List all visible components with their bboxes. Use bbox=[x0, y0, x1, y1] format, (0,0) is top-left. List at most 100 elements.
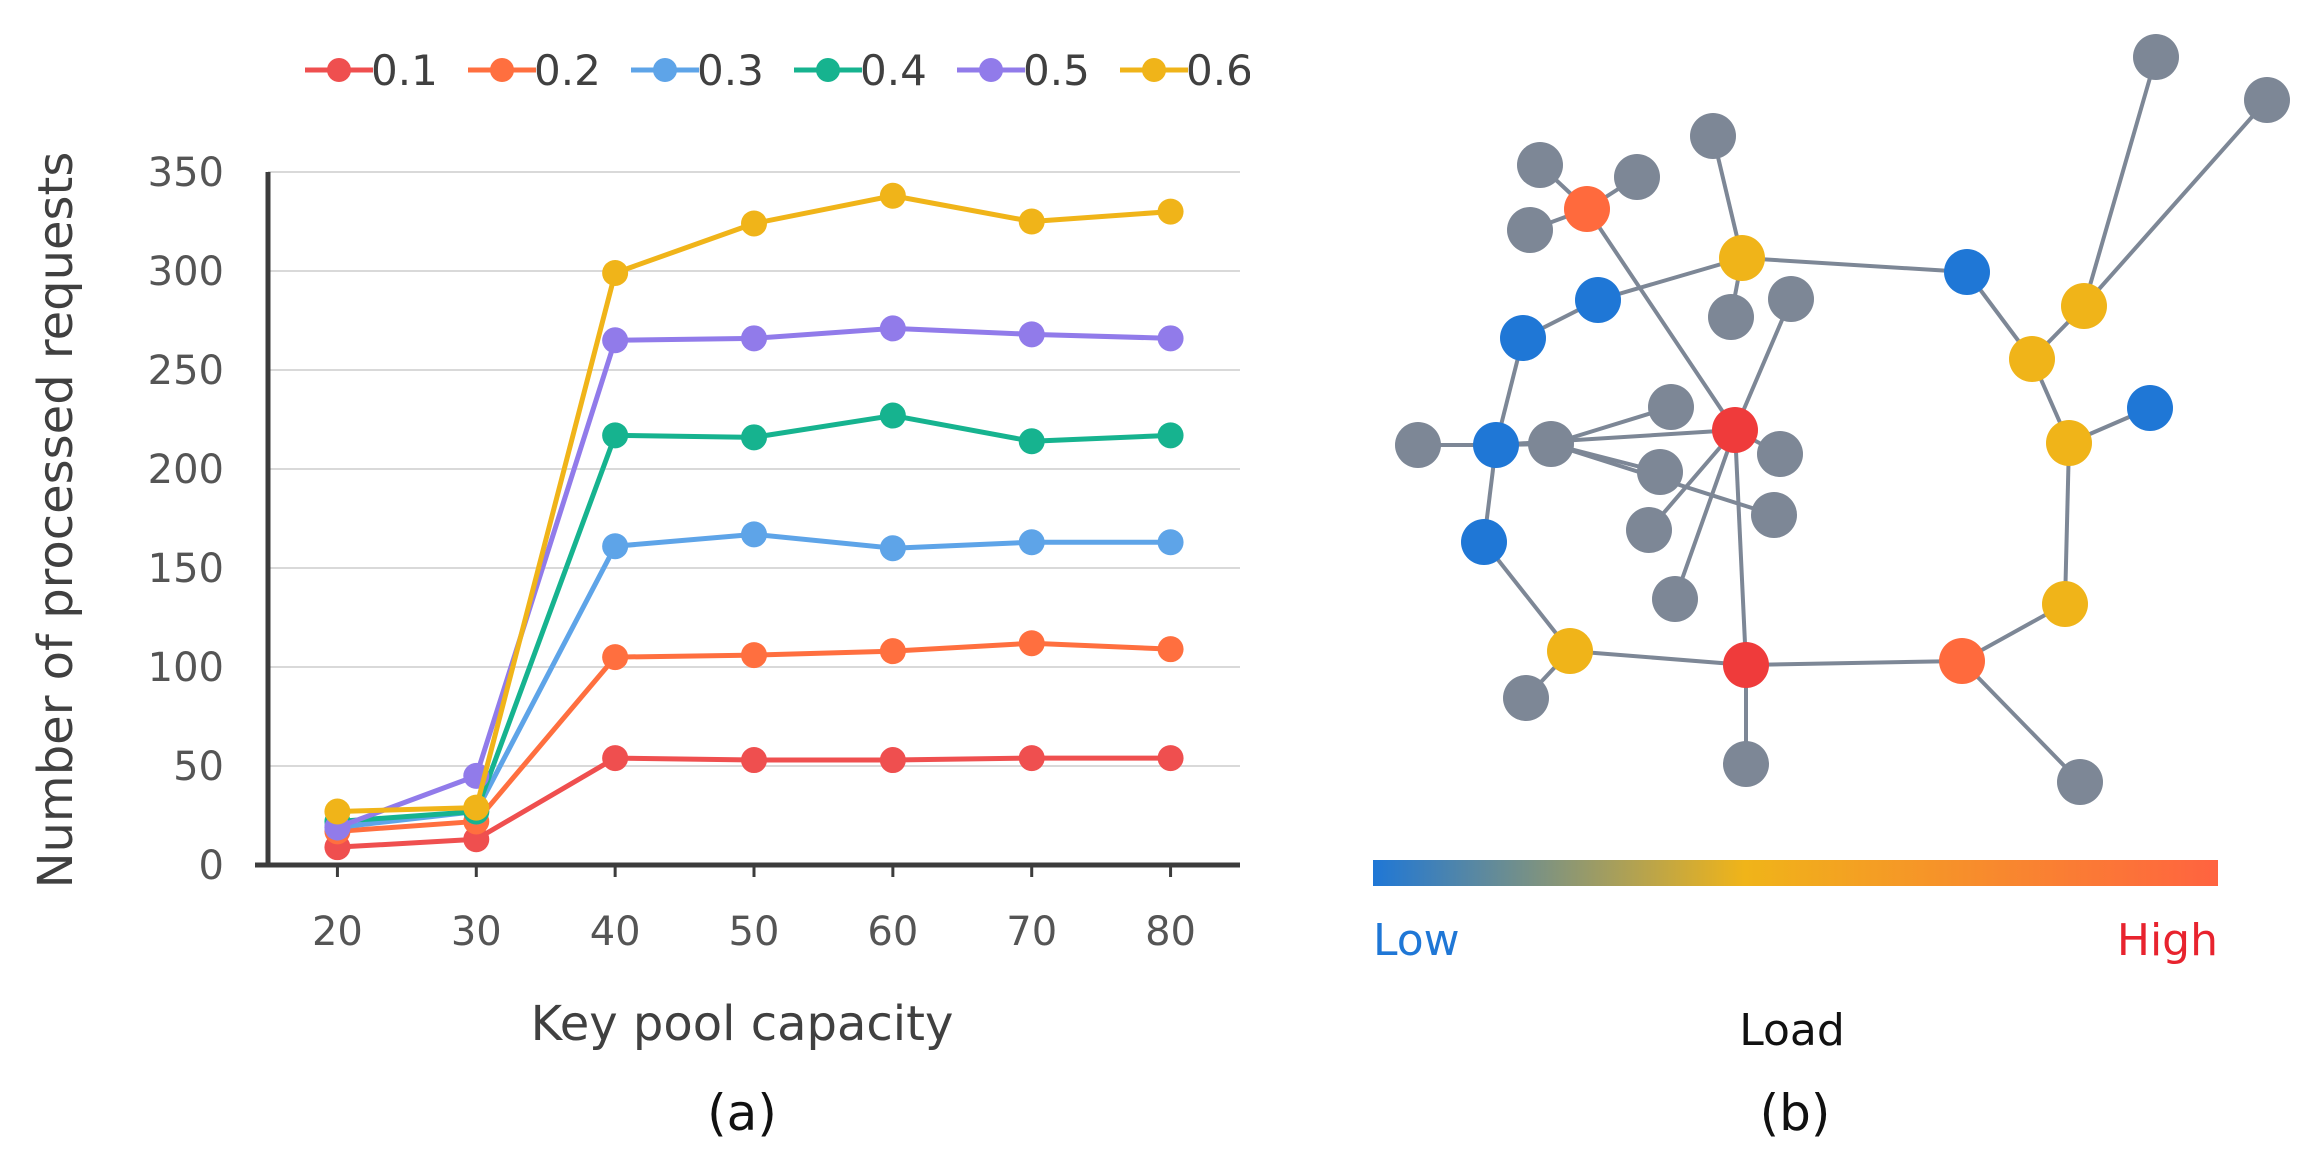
legend-label: 0.3 bbox=[697, 46, 764, 95]
y-tick-label: 150 bbox=[148, 546, 224, 592]
network-nodes bbox=[1395, 34, 2290, 805]
legend-swatch-marker bbox=[490, 58, 514, 82]
data-point bbox=[1018, 745, 1045, 772]
network-node-red bbox=[1712, 407, 1758, 453]
series-0.6 bbox=[324, 182, 1184, 825]
x-tick-label: 50 bbox=[729, 909, 780, 955]
y-axis-title: Number of processed requests bbox=[28, 152, 84, 889]
data-point bbox=[741, 210, 767, 237]
network-node-blue bbox=[2127, 385, 2173, 431]
network-edge bbox=[1673, 429, 1737, 600]
network-edge bbox=[1733, 298, 1793, 431]
y-tick-labels: 0 50 100 150 200 250 300 350 bbox=[148, 150, 224, 889]
data-point bbox=[1157, 198, 1184, 225]
data-point bbox=[602, 327, 629, 354]
network-node-yellow bbox=[1547, 628, 1593, 674]
network-node-yellow bbox=[2046, 420, 2092, 466]
network-node-blue bbox=[1461, 519, 1507, 565]
network-node-blue bbox=[1500, 315, 1546, 361]
colorbar-title: Load bbox=[1739, 1005, 1845, 1056]
data-point bbox=[879, 182, 906, 209]
network-node-gray bbox=[1757, 431, 1803, 477]
network-edge bbox=[2082, 56, 2158, 307]
network-node-orange bbox=[1939, 638, 1985, 684]
network-node-gray bbox=[1626, 507, 1672, 553]
network-node-gray bbox=[1648, 384, 1694, 430]
legend-item: 0.5 bbox=[957, 46, 1090, 95]
data-point bbox=[741, 642, 767, 669]
network-edge bbox=[1745, 659, 1963, 667]
network-node-gray bbox=[1690, 113, 1736, 159]
network-node-gray bbox=[2244, 77, 2290, 123]
network-node-blue bbox=[1944, 249, 1990, 295]
x-tick-label: 30 bbox=[451, 909, 502, 955]
data-point bbox=[741, 747, 767, 774]
legend-label: 0.1 bbox=[371, 46, 438, 95]
network-node-yellow bbox=[2042, 581, 2088, 627]
caption-a: (a) bbox=[707, 1084, 777, 1142]
line-chart: 0 50 100 150 200 250 300 350 20 30 40 50 60 70 80 0.1… bbox=[28, 46, 1250, 1142]
legend-item: 0.1 bbox=[305, 46, 438, 95]
network-node-gray bbox=[2057, 759, 2103, 805]
network-node-gray bbox=[1723, 741, 1769, 787]
data-point bbox=[1157, 422, 1184, 449]
network-edge bbox=[2082, 98, 2269, 308]
data-point bbox=[879, 747, 906, 774]
network-edge bbox=[1960, 659, 2082, 784]
legend-label: 0.4 bbox=[860, 46, 927, 95]
network-node-gray bbox=[1652, 576, 1698, 622]
y-tick-label: 300 bbox=[148, 249, 224, 295]
y-tick-label: 350 bbox=[148, 150, 224, 196]
x-axis-title: Key pool capacity bbox=[531, 996, 954, 1052]
data-point bbox=[1157, 636, 1184, 663]
network-node-orange bbox=[1564, 186, 1610, 232]
network-node-gray bbox=[2133, 34, 2179, 80]
data-point bbox=[1157, 325, 1184, 352]
network-node-gray bbox=[1768, 276, 1814, 322]
data-point bbox=[463, 826, 490, 853]
data-point bbox=[324, 798, 351, 825]
data-point bbox=[463, 794, 490, 821]
network-edge bbox=[1482, 540, 1572, 653]
data-point bbox=[602, 533, 629, 560]
series-lines bbox=[324, 182, 1184, 861]
network-node-gray bbox=[1507, 207, 1553, 253]
data-point bbox=[879, 315, 906, 342]
data-point bbox=[879, 638, 906, 665]
y-tick-label: 200 bbox=[148, 447, 224, 493]
legend-swatch-marker bbox=[1142, 58, 1166, 82]
load-colorbar bbox=[1373, 860, 2218, 886]
colorbar-high-label: High bbox=[2117, 915, 2218, 966]
legend: 0.1 0.2 0.3 0.4 0.5 0.6 bbox=[305, 46, 1250, 95]
data-point bbox=[1157, 529, 1184, 556]
grid-lines bbox=[268, 171, 1240, 767]
legend-item: 0.4 bbox=[794, 46, 927, 95]
network-node-red bbox=[1723, 642, 1769, 688]
network-node-gray bbox=[1614, 154, 1660, 200]
data-point bbox=[1018, 428, 1045, 455]
legend-swatch-marker bbox=[327, 58, 351, 82]
series-0.1 bbox=[324, 745, 1184, 861]
x-tick-label: 40 bbox=[590, 909, 641, 955]
network-node-gray bbox=[1503, 675, 1549, 721]
network-edge bbox=[1585, 207, 1737, 432]
network-edge bbox=[1741, 256, 1968, 274]
legend-label: 0.5 bbox=[1023, 46, 1090, 95]
network-node-gray bbox=[1517, 142, 1563, 188]
network-node-gray bbox=[1708, 294, 1754, 340]
network-node-yellow bbox=[2061, 283, 2107, 329]
legend-item: 0.3 bbox=[631, 46, 764, 95]
data-point bbox=[602, 644, 629, 671]
data-point bbox=[602, 422, 629, 449]
y-tick-label: 50 bbox=[173, 744, 224, 790]
x-tick-labels: 20 30 40 50 60 70 80 bbox=[312, 865, 1196, 955]
data-point bbox=[741, 521, 767, 548]
data-point bbox=[879, 535, 906, 562]
legend-label: 0.6 bbox=[1186, 46, 1250, 95]
network-node-gray bbox=[1528, 421, 1574, 467]
network-edge bbox=[1597, 256, 1743, 302]
data-point bbox=[741, 424, 767, 451]
network-node-gray bbox=[1395, 422, 1441, 468]
x-tick-label: 80 bbox=[1145, 909, 1196, 955]
